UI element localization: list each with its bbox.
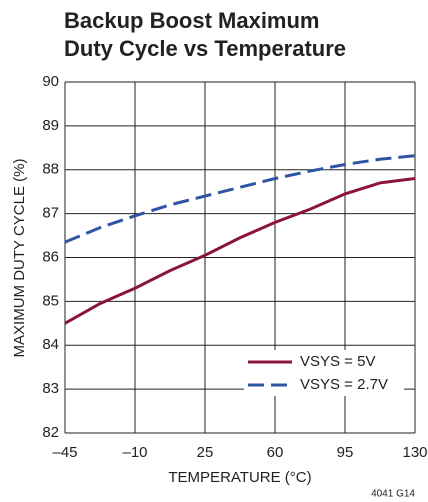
y-tick-label: 82 <box>42 424 59 441</box>
x-tick-label: –45 <box>52 444 77 461</box>
legend-label: VSYS = 2.7V <box>300 376 388 393</box>
chart-title: Duty Cycle vs Temperature <box>64 36 346 61</box>
y-tick-label: 83 <box>42 380 59 397</box>
y-axis-label: MAXIMUM DUTY CYCLE (%) <box>11 159 28 358</box>
y-tick-label: 87 <box>42 205 59 222</box>
x-tick-label: 25 <box>197 444 214 461</box>
chart-title: Backup Boost Maximum <box>64 8 320 33</box>
data-line <box>64 154 416 244</box>
figure-note: 4041 G14 <box>371 489 415 500</box>
x-axis-label: TEMPERATURE (°C) <box>168 469 311 486</box>
x-tick-label: 95 <box>337 444 354 461</box>
y-tick-label: 90 <box>42 73 59 90</box>
x-tick-label: 130 <box>402 444 427 461</box>
y-tick-label: 84 <box>42 336 59 353</box>
x-tick-label: –10 <box>122 444 147 461</box>
y-tick-label: 89 <box>42 117 59 134</box>
y-tick-label: 86 <box>42 248 59 265</box>
x-tick-label: 60 <box>267 444 284 461</box>
y-tick-label: 85 <box>42 292 59 309</box>
y-tick-label: 88 <box>42 161 59 178</box>
data-line <box>64 177 416 325</box>
legend-background <box>244 350 404 396</box>
legend-label: VSYS = 5V <box>300 353 375 370</box>
